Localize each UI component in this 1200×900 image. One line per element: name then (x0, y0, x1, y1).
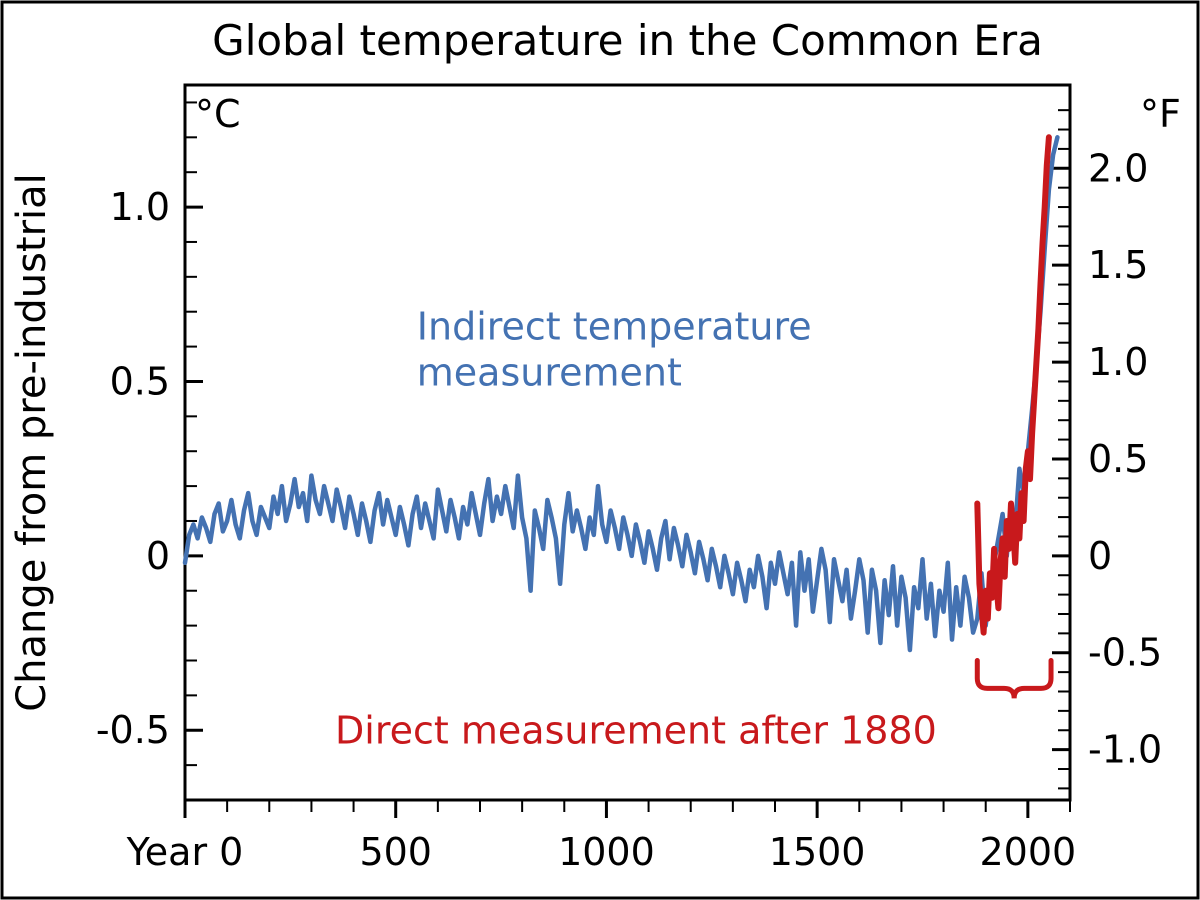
temperature-chart: Global temperature in the Common Era Chan… (0, 0, 1200, 900)
unit-right: °F (1140, 92, 1181, 136)
x-tick-label: 1000 (558, 830, 655, 874)
y-axis-label: Change from pre-industrial (9, 173, 55, 712)
y-left-label: -0.5 (96, 708, 170, 752)
y-left-label: 0 (146, 534, 170, 578)
y-right-label: -0.5 (1088, 631, 1162, 675)
annotation-indirect-line1: Indirect temperature (417, 305, 812, 349)
y-right-label: -1.0 (1088, 728, 1162, 772)
annotation-indirect-line2: measurement (417, 351, 682, 395)
plot-bg (185, 85, 1070, 800)
x-tick-label: 2000 (979, 830, 1076, 874)
chart-title: Global temperature in the Common Era (212, 16, 1043, 65)
y-right-label: 0 (1088, 534, 1112, 578)
y-left-label: 1.0 (110, 185, 170, 229)
y-right-label: 2.0 (1088, 146, 1148, 190)
y-right-label: 1.5 (1088, 243, 1148, 287)
y-left-label: 0.5 (110, 359, 170, 403)
x-tick-label: 500 (359, 830, 432, 874)
unit-left: °C (195, 92, 241, 136)
x-tick-label: Year 0 (126, 830, 244, 874)
y-right-label: 1.0 (1088, 340, 1148, 384)
y-right-label: 0.5 (1088, 437, 1148, 481)
x-tick-label: 1500 (769, 830, 866, 874)
annotation-direct: Direct measurement after 1880 (335, 709, 937, 753)
